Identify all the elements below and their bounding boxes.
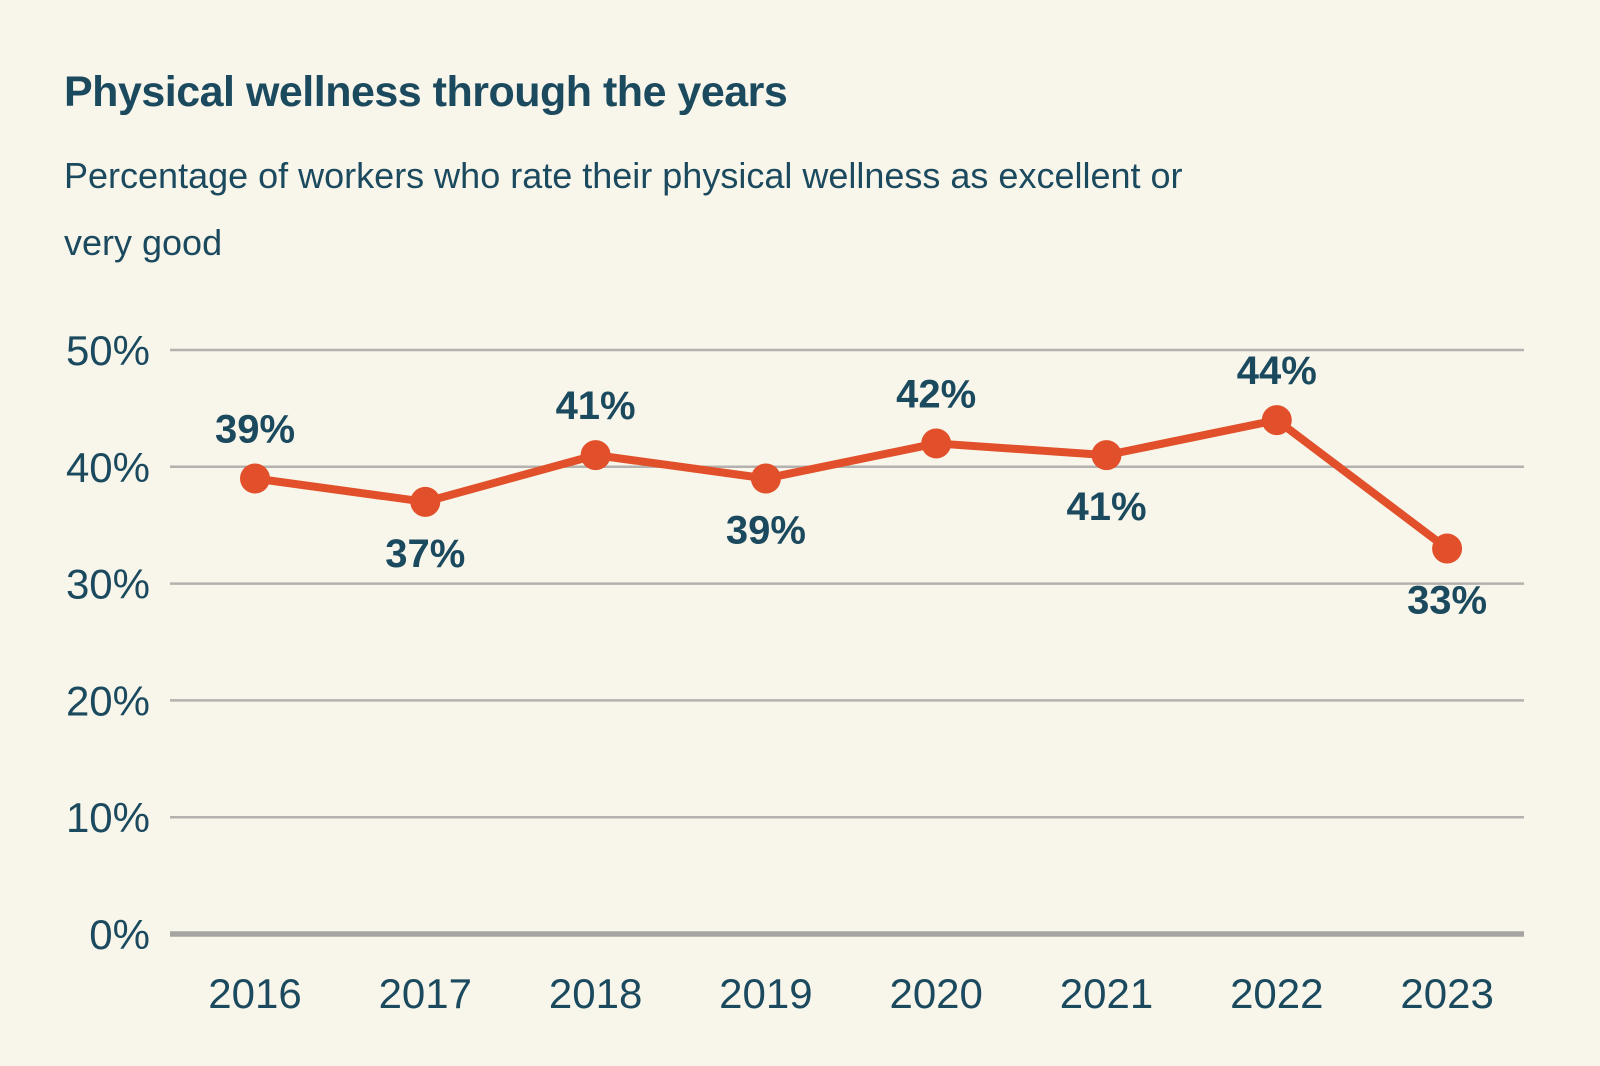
data-label-2016: 39% [215, 407, 295, 451]
data-label-2023: 33% [1407, 579, 1487, 623]
data-point-2021 [1091, 440, 1122, 471]
x-axis-label-2020: 2020 [889, 970, 982, 1017]
x-axis-label-2021: 2021 [1060, 970, 1153, 1017]
y-axis-label-40: 40% [66, 444, 150, 491]
series-line [251, 416, 1452, 553]
x-axis-label-2016: 2016 [208, 970, 301, 1017]
chart-subtitle: Percentage of workers who rate their phy… [64, 142, 1183, 276]
x-axis-label-2023: 2023 [1400, 970, 1493, 1017]
y-axis-label-50: 50% [66, 327, 150, 374]
data-label-2017: 37% [385, 532, 465, 576]
x-axis-label-2019: 2019 [719, 970, 812, 1017]
x-axis-label-2022: 2022 [1230, 970, 1323, 1017]
data-label-2020: 42% [896, 372, 976, 416]
data-point-2016 [240, 463, 270, 494]
data-label-2022: 44% [1237, 349, 1317, 393]
chart-subtitle-line-2: very good [64, 222, 223, 263]
data-label-2021: 41% [1066, 485, 1146, 529]
x-axis-label-2018: 2018 [549, 970, 642, 1017]
data-point-2023 [1432, 533, 1463, 564]
data-point-2018 [580, 440, 611, 471]
data-point-2022 [1261, 405, 1292, 436]
data-point-2020 [921, 428, 952, 459]
chart-title: Physical wellness through the years [64, 68, 788, 116]
chart-subtitle-line-1: Percentage of workers who rate their phy… [64, 155, 1183, 196]
y-axis-label-30: 30% [66, 561, 150, 608]
y-axis-label-10: 10% [66, 794, 150, 841]
data-point-2019 [750, 463, 781, 494]
data-label-2019: 39% [726, 508, 806, 552]
data-point-2017 [410, 486, 441, 517]
y-axis-label-0: 0% [89, 911, 150, 958]
data-label-2018: 41% [556, 384, 636, 428]
y-axis-label-20: 20% [66, 677, 150, 724]
x-axis-label-2017: 2017 [379, 970, 472, 1017]
